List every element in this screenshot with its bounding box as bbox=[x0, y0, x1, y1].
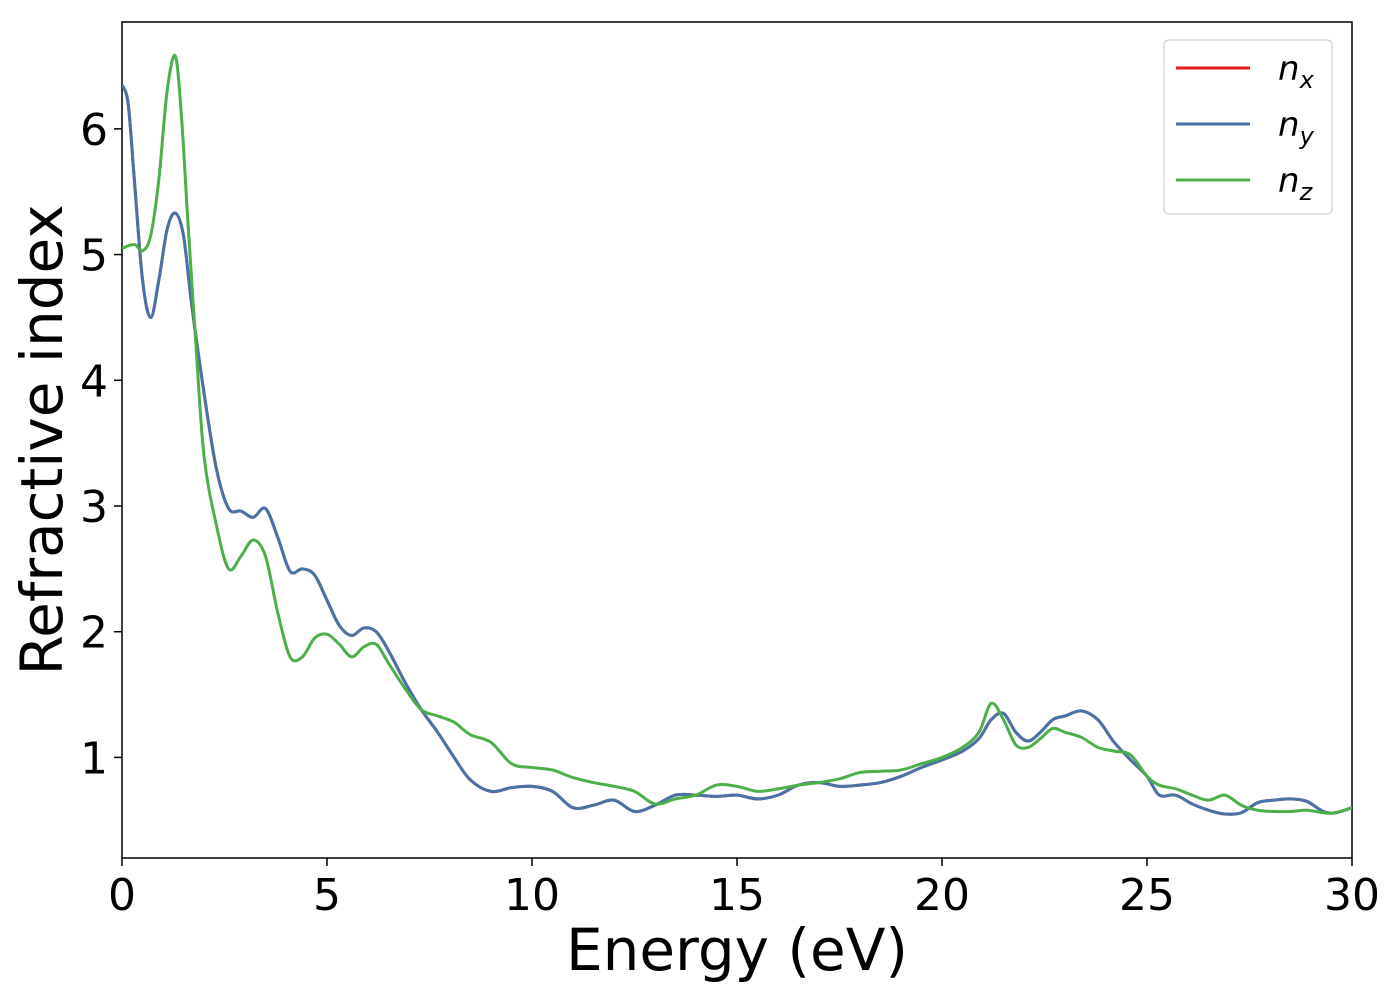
x-tick-label: 25 bbox=[1119, 870, 1175, 921]
legend-label-base: n bbox=[1278, 49, 1300, 89]
y-tick-label: 2 bbox=[80, 608, 108, 659]
x-axis-ticks: 0 5 10 15 20 25 30 bbox=[108, 858, 1380, 921]
plot-area bbox=[121, 21, 1353, 859]
legend-label-subscript: z bbox=[1299, 178, 1314, 206]
x-tick-label: 10 bbox=[504, 870, 560, 921]
y-tick-label: 1 bbox=[80, 733, 108, 784]
y-tick-label: 5 bbox=[80, 231, 108, 282]
legend-label-base: n bbox=[1278, 105, 1300, 145]
y-axis-label: Refractive index bbox=[8, 204, 76, 675]
legend-label-ny: ny bbox=[1278, 105, 1315, 150]
series-line-nz bbox=[122, 53, 1352, 815]
x-tick-label: 5 bbox=[313, 870, 341, 921]
y-axis-ticks: 1 2 3 4 5 6 bbox=[80, 105, 122, 784]
legend-label-subscript: x bbox=[1299, 66, 1315, 94]
y-tick-label: 6 bbox=[80, 105, 108, 156]
x-tick-label: 0 bbox=[108, 870, 136, 921]
x-tick-label: 15 bbox=[709, 870, 765, 921]
legend-label-nz: nz bbox=[1278, 161, 1314, 206]
y-tick-label: 3 bbox=[80, 482, 108, 533]
x-axis-label: Energy (eV) bbox=[566, 916, 908, 984]
legend-label-subscript: y bbox=[1299, 122, 1315, 150]
y-tick-label: 4 bbox=[80, 356, 108, 407]
x-tick-label: 20 bbox=[914, 870, 970, 921]
legend-label-nx: nx bbox=[1278, 49, 1315, 94]
legend-label-base: n bbox=[1278, 161, 1300, 201]
plot-frame bbox=[121, 21, 1353, 859]
series-layer bbox=[122, 53, 1352, 816]
legend-box bbox=[1163, 39, 1333, 215]
x-tick-label: 30 bbox=[1324, 870, 1380, 921]
